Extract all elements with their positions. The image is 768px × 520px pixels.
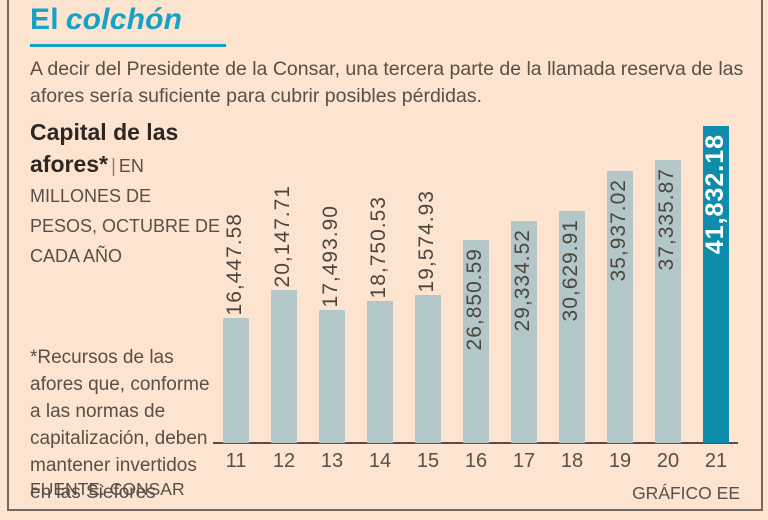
bar: [415, 295, 441, 443]
bar: [271, 290, 297, 443]
page-title-regular: El: [30, 3, 59, 36]
bar-value-label: 16,447.58: [223, 212, 246, 315]
x-axis-tick-label: 13: [320, 450, 344, 472]
x-axis-tick-label: 16: [464, 450, 488, 472]
bar: [319, 310, 345, 443]
subtitle: A decir del Presidente de la Consar, una…: [30, 58, 744, 107]
bar-value-label: 17,493.90: [319, 204, 342, 307]
x-axis-tick-label: 21: [704, 450, 728, 472]
bar-value-label: 41,832.18: [701, 134, 729, 255]
bar-value-label: 20,147.71: [271, 184, 294, 287]
x-axis-tick-label: 12: [272, 450, 296, 472]
bar-value-label: 18,750.53: [367, 195, 390, 298]
bar: [367, 301, 393, 443]
x-axis-tick-label: 11: [225, 450, 247, 472]
bar-value-label: 29,334.52: [511, 229, 534, 332]
bar-value-label: 30,629.91: [559, 219, 582, 322]
bar: [607, 171, 633, 443]
frame-right-border: [761, 0, 763, 510]
chart-label-units: EN MILLONES DE PESOS, OCTUBRE DE CADA AÑ…: [30, 156, 221, 266]
bar: [223, 318, 249, 443]
page-title-italic: colchón: [65, 3, 183, 36]
x-axis-tick-label: 14: [368, 450, 392, 472]
x-axis-tick-label: 17: [512, 450, 536, 472]
title-underline: [30, 44, 226, 47]
chart-label-separator: |: [110, 156, 116, 177]
x-axis-line: [213, 442, 738, 444]
bar-highlighted: [703, 126, 729, 443]
bar: [511, 221, 537, 443]
graphic-credit: GRÁFICO EE: [632, 483, 740, 503]
x-axis-tick-label: 20: [656, 450, 680, 472]
chart-label: Capital de las afores* | EN MILLONES DE PE…: [30, 118, 222, 272]
bar: [655, 160, 681, 443]
x-axis-tick-label: 18: [560, 450, 584, 472]
chart-label-bold: Capital de las afores*: [30, 119, 179, 177]
bar: [559, 211, 585, 443]
frame-left-border: [7, 0, 9, 510]
bar-value-label: 37,335.87: [655, 168, 678, 271]
bar-value-label: 35,937.02: [607, 179, 630, 282]
source-credit: FUENTE: CONSAR: [30, 479, 185, 499]
frame-bottom-border: [7, 509, 763, 511]
bar-value-label: 19,574.93: [415, 189, 438, 292]
bar-value-label: 26,850.59: [463, 248, 486, 351]
x-axis-tick-label: 19: [608, 450, 632, 472]
bar: [463, 240, 489, 443]
page-title: El colchón: [30, 3, 182, 37]
footnote: *Recursos de las afores que, conforme a …: [30, 347, 210, 503]
x-axis-tick-label: 15: [416, 450, 440, 472]
